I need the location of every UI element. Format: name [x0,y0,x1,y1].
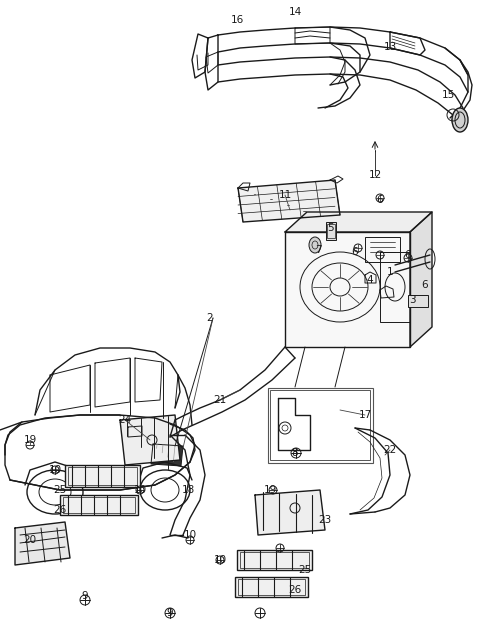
Text: 21: 21 [214,395,227,405]
Text: 22: 22 [384,445,396,455]
Text: 26: 26 [288,585,301,595]
Text: 9: 9 [167,608,173,618]
Text: 19: 19 [24,435,36,445]
Polygon shape [285,212,432,232]
Bar [237,550,312,570]
Text: 2: 2 [207,313,213,323]
Polygon shape [255,490,325,535]
Text: 6: 6 [422,280,428,290]
Bar [268,388,373,463]
Text: 24: 24 [119,415,132,425]
Text: 23: 23 [318,515,332,525]
Bar [285,232,410,347]
Text: 10: 10 [183,530,197,540]
Bar [326,222,336,240]
Ellipse shape [309,237,321,253]
Ellipse shape [452,108,468,132]
Text: 18: 18 [181,485,194,495]
Text: 6: 6 [405,250,411,260]
Bar [235,577,308,597]
Text: 25: 25 [299,565,312,575]
Text: 16: 16 [230,15,244,25]
Bar [270,390,370,460]
Text: 1: 1 [387,267,393,277]
Text: 6: 6 [352,247,358,257]
Text: 26: 26 [53,505,67,515]
Bar [68,467,137,485]
Polygon shape [410,212,432,347]
Text: 10: 10 [133,485,146,495]
Text: 11: 11 [278,190,292,200]
Text: 12: 12 [368,170,382,180]
Polygon shape [151,444,183,466]
Text: 19: 19 [264,485,276,495]
Bar [238,579,305,595]
Text: 25: 25 [53,485,67,495]
Bar [380,252,410,322]
Text: 3: 3 [408,295,415,305]
Text: 9: 9 [82,591,88,601]
Polygon shape [120,415,180,465]
Text: 10: 10 [214,555,227,565]
Text: 6: 6 [377,195,384,205]
Text: 10: 10 [48,465,61,475]
Bar [240,552,309,568]
Polygon shape [238,180,340,222]
Polygon shape [15,522,70,565]
Text: 17: 17 [359,410,372,420]
Text: 20: 20 [24,535,36,545]
Bar [365,237,400,262]
Text: 7: 7 [315,245,321,255]
Text: 4: 4 [367,275,373,285]
Text: 8: 8 [292,448,298,458]
Text: 5: 5 [327,223,333,233]
Text: 13: 13 [384,42,396,52]
Bar [408,295,428,307]
Bar [60,495,138,515]
Bar [65,465,140,487]
Text: 15: 15 [442,90,455,100]
Bar [63,497,135,513]
Bar [327,224,335,238]
Text: 14: 14 [288,7,301,17]
